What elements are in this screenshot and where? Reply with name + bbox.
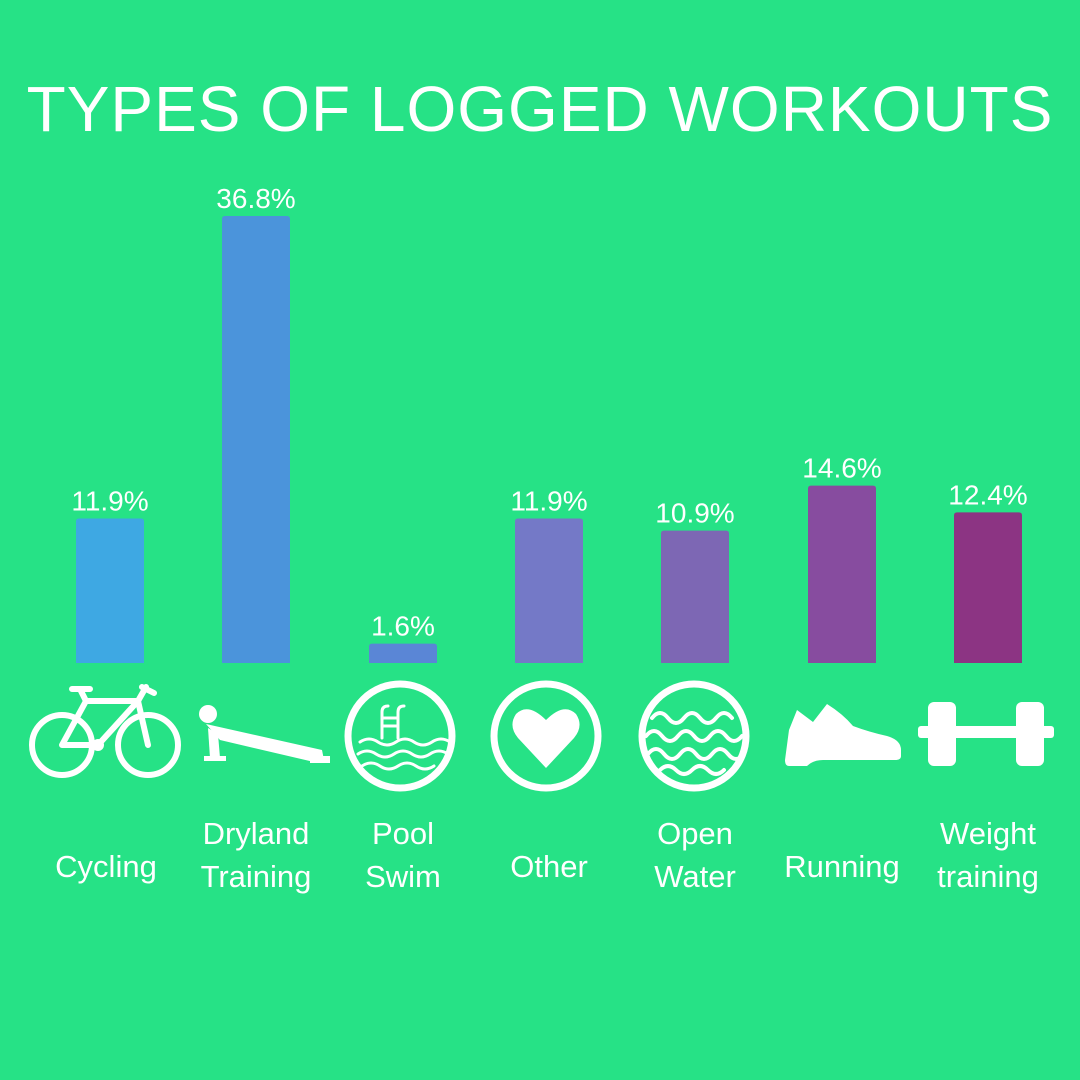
category-label-line: Pool (371, 816, 435, 851)
category-label: Open Water (620, 812, 770, 898)
category-label-line: Dryland (202, 816, 310, 851)
category-label-line: Training (200, 859, 312, 894)
data-label: 11.9% (510, 485, 587, 516)
bar-open-water (661, 530, 729, 663)
data-label: 10.9% (655, 498, 734, 529)
category-label-line: Weight (940, 816, 1036, 851)
dumbbell-icon (918, 702, 1054, 766)
category-label: Other (474, 845, 624, 888)
category-label-line: Cycling (55, 849, 157, 884)
shoe-icon (785, 704, 901, 766)
data-label: 1.6% (371, 611, 435, 642)
category-label: Weight training (913, 812, 1063, 898)
waves-icon (638, 680, 750, 792)
category-label: Pool Swim (328, 812, 478, 898)
category-label-line: training (937, 859, 1039, 894)
bar-chart: 11.9% 36.8% 1.6% 11.9% 10.9% 14.6% 12.4% (71, 183, 1028, 663)
data-label: 36.8% (216, 183, 295, 214)
category-label: Running (767, 845, 917, 888)
bar-pool-swim (369, 643, 437, 663)
chart-title: TYPES OF LOGGED WORKOUTS (26, 73, 1054, 145)
bar-dryland-training (222, 216, 290, 663)
category-label: Dryland Training (181, 812, 331, 898)
category-label-line: Swim (365, 859, 441, 894)
bar-cycling (76, 518, 144, 663)
bar-weight-training (954, 512, 1022, 663)
category-label: Cycling (31, 845, 181, 888)
heart-icon (490, 680, 602, 792)
data-label: 12.4% (948, 479, 1027, 510)
bar-other (515, 518, 583, 663)
data-label: 11.9% (71, 485, 148, 516)
bar-running (808, 485, 876, 663)
pushup-icon (199, 705, 330, 763)
category-label-line: Other (510, 849, 588, 884)
pool-icon (344, 680, 456, 792)
data-label: 14.6% (802, 453, 881, 484)
category-label-line: Water (654, 859, 736, 894)
bicycle-icon (29, 684, 181, 778)
category-label-line: Open (657, 816, 733, 851)
category-label-line: Running (784, 849, 900, 884)
